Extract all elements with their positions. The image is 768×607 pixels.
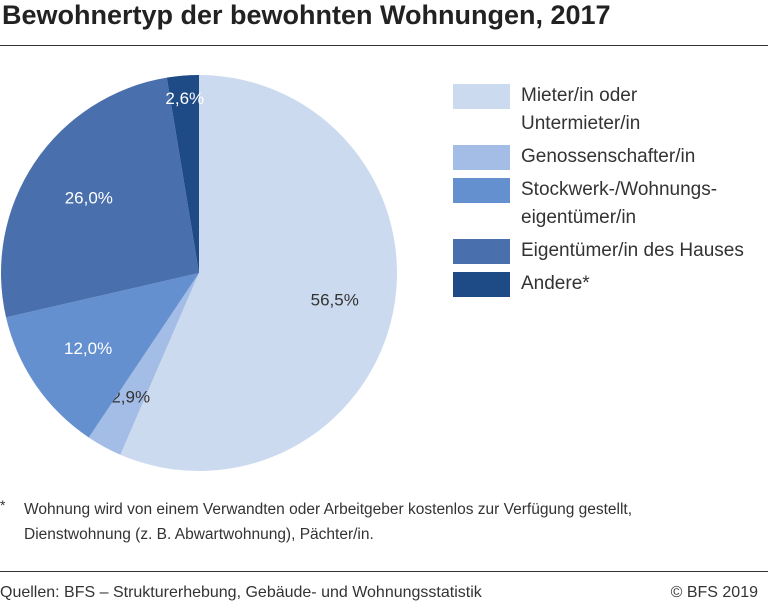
legend-item-mieter: Mieter/in oder Untermieter/in — [453, 82, 744, 138]
slice-value-label: 2,9% — [111, 388, 150, 407]
footer-divider — [0, 571, 768, 572]
slice-value-label: 56,5% — [311, 291, 359, 310]
footnote-marker: * — [0, 497, 6, 513]
legend-swatch — [453, 145, 510, 170]
legend-label: Andere* — [521, 273, 590, 294]
pie-slice — [166, 75, 199, 273]
slice-value-label: 26,0% — [65, 189, 113, 208]
legend-label: Stockwerk-/Wohnungs- — [521, 179, 718, 200]
legend-label: Genossenschafter/in — [521, 146, 696, 167]
title-divider — [0, 45, 768, 46]
legend: Mieter/in oder Untermieter/in Genossensc… — [453, 82, 744, 303]
pie-slice — [88, 273, 199, 455]
chart-title: Bewohnertyp der bewohnten Wohnungen, 201… — [2, 0, 611, 30]
source-text: Quellen: BFS – Strukturerhebung, Gebäude… — [0, 584, 482, 601]
copyright-text: © BFS 2019 — [670, 584, 758, 601]
legend-item-hauseigentuemer: Eigentümer/in des Hauses — [453, 237, 744, 265]
legend-swatch — [453, 178, 510, 203]
legend-swatch — [453, 239, 510, 264]
legend-label-cont: Untermieter/in — [521, 113, 641, 134]
legend-item-stockwerkeigentuemer: Stockwerk-/Wohnungs- eigentümer/in — [453, 176, 744, 232]
legend-swatch — [453, 84, 510, 109]
pie-slice — [120, 75, 397, 471]
legend-label: Mieter/in oder — [521, 85, 638, 106]
legend-label-cont: eigentümer/in — [521, 207, 637, 228]
legend-item-genossenschafter: Genossenschafter/in — [453, 143, 744, 171]
pie-chart: 56,5% 2,9% 12,0% 26,0% 2,6% — [1, 75, 397, 471]
legend-label: Eigentümer/in des Hauses — [521, 240, 744, 261]
pie-slice — [6, 273, 199, 438]
legend-swatch — [453, 272, 510, 297]
slice-value-label: 2,6% — [165, 89, 204, 108]
legend-item-andere: Andere* — [453, 270, 744, 298]
footnote-line: Dienstwohnung (z. B. Abwartwohnung), Päc… — [24, 526, 374, 543]
pie-slice — [1, 77, 200, 318]
footnote-line: Wohnung wird von einem Verwandten oder A… — [24, 501, 633, 518]
slice-value-label: 12,0% — [64, 339, 112, 358]
footnote-text: Wohnung wird von einem Verwandten oder A… — [24, 497, 632, 547]
